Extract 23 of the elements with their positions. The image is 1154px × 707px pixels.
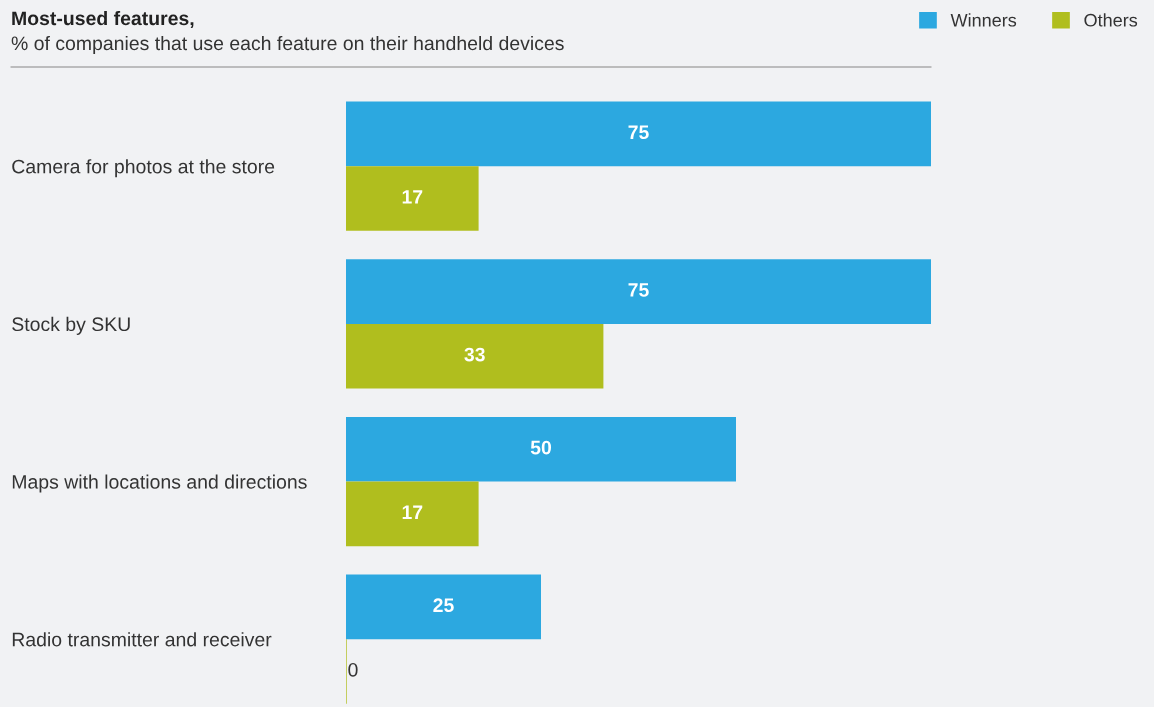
bar (346, 101, 931, 167)
y-tick-label: Stock by SKU (12, 316, 130, 335)
bar (346, 323, 604, 389)
data-label: 25 (433, 598, 454, 613)
y-tick-label: Camera for photos at the store (12, 159, 275, 178)
legend-label: Winners (950, 13, 1017, 27)
bar (346, 259, 931, 324)
bar (346, 481, 479, 547)
legend-label: Others (1084, 13, 1138, 27)
data-label: 0 (348, 662, 358, 677)
bar (346, 574, 541, 640)
bar (346, 166, 479, 231)
bar (346, 416, 736, 482)
text: Most-used features, (12, 10, 194, 29)
data-label: 17 (402, 190, 423, 204)
y-tick-label: Maps with locations and directions (12, 474, 307, 493)
data-label: 75 (628, 125, 649, 140)
y-tick-label: Radio transmitter and receiver (12, 632, 272, 647)
data-label: 33 (464, 347, 485, 362)
data-label: 17 (402, 505, 423, 519)
data-label: 75 (628, 283, 649, 297)
data-label: 50 (530, 440, 552, 455)
chart-subtitle: % of companies that use each feature on their handheld devices (11, 35, 564, 55)
